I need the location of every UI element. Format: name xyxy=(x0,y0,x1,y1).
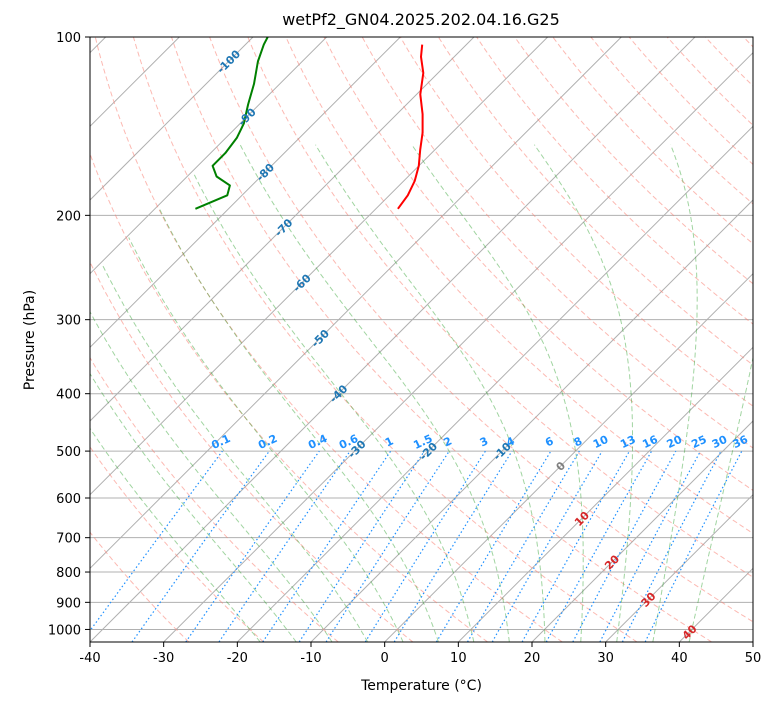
dry-adiabat-line xyxy=(209,37,753,623)
isotherm-line xyxy=(90,37,328,275)
temperature-profile xyxy=(397,44,425,210)
y-tick-label: 200 xyxy=(56,209,81,224)
dry-adiabat-line xyxy=(323,37,753,491)
moist-adiabat-line xyxy=(128,237,404,642)
dry-adiabat-line xyxy=(285,37,753,535)
mixing-ratio-line xyxy=(644,450,743,642)
mixing-ratio-line xyxy=(218,450,351,642)
mixing-ratio-line xyxy=(572,450,677,642)
moist-adiabat-line xyxy=(239,144,510,642)
profile-lines xyxy=(195,37,425,210)
x-tick-label: 0 xyxy=(381,651,389,666)
x-tick-label: -40 xyxy=(79,651,100,666)
x-tick-label: 30 xyxy=(597,651,614,666)
x-tick-label: -10 xyxy=(300,651,321,666)
chart-title: wetPf2_GN04.2025.202.04.16.G25 xyxy=(282,10,560,29)
dewpoint-profile xyxy=(195,37,269,210)
mixing-ratio-line xyxy=(325,450,450,642)
mixing-ratio-line xyxy=(545,450,653,642)
mixing-ratio-label: 13 xyxy=(618,433,637,451)
dry-adiabat-line xyxy=(247,37,753,578)
moist-adiabat-line xyxy=(90,310,333,642)
y-axis: 100 200 300 400 500 600 700 800 900 1000 xyxy=(48,31,90,638)
moist-adiabat-line xyxy=(652,144,698,642)
mixing-ratio-label: 10 xyxy=(591,433,611,451)
isotherm-line xyxy=(236,125,753,642)
y-tick-label: 500 xyxy=(56,445,81,460)
mixing-ratio-label: 20 xyxy=(665,433,685,451)
mixing-ratio-label: 30 xyxy=(710,433,730,451)
isotherm-line xyxy=(605,493,753,642)
x-tick-label: -20 xyxy=(227,651,248,666)
mixing-ratio-label: 36 xyxy=(731,433,751,451)
y-tick-label: 300 xyxy=(56,314,81,329)
isotherm-line xyxy=(90,37,475,422)
x-tick-label: 20 xyxy=(524,651,541,666)
mixing-ratio-line xyxy=(393,450,513,642)
moist-adiabat-line xyxy=(90,427,261,642)
moist-adiabat-line xyxy=(688,355,753,642)
y-tick-label: 800 xyxy=(56,566,81,581)
isotherm-line xyxy=(384,272,753,642)
isotherm-line xyxy=(90,37,622,570)
x-axis: -40 -30 -20 -10 0 10 20 30 40 50 xyxy=(79,642,761,666)
mixing-ratio-line xyxy=(262,450,392,642)
mixing-ratio-labels: 0.1 0.2 0.4 0.6 1 1.5 2 3 4 6 8 10 13 16 20 25 30 36 xyxy=(209,432,750,452)
isotherm-line xyxy=(457,346,753,642)
y-tick-label: 600 xyxy=(56,492,81,507)
x-tick-label: 10 xyxy=(450,651,467,666)
isotherm-line xyxy=(90,37,696,642)
plot-background xyxy=(90,37,753,642)
x-tick-label: -30 xyxy=(153,651,174,666)
y-tick-label: 100 xyxy=(56,31,81,46)
moist-adiabat-line xyxy=(533,144,634,642)
y-axis-label: Pressure (hPa) xyxy=(22,289,38,391)
mixing-ratio-line xyxy=(185,450,320,642)
dry-adiabat-line xyxy=(171,37,712,642)
mixing-ratio-line xyxy=(298,450,425,642)
isotherm-line xyxy=(163,51,753,642)
isotherm-line xyxy=(90,37,254,201)
dry-adiabat-line xyxy=(90,152,488,642)
dry-adiabat-line xyxy=(90,260,414,642)
dry-adiabat-line xyxy=(514,37,753,285)
mixing-ratio-line xyxy=(131,450,270,642)
y-tick-label: 700 xyxy=(56,532,81,547)
moist-adiabat-line xyxy=(158,207,439,642)
isotherm-line xyxy=(90,37,401,349)
moist-adiabat-line xyxy=(90,372,297,642)
plot-frame xyxy=(89,36,754,643)
y-tick-label: 400 xyxy=(56,388,81,403)
dry-adiabat-line xyxy=(90,356,339,642)
mixing-ratio-label: 16 xyxy=(640,433,660,451)
dry-adiabat-line xyxy=(437,37,753,366)
x-axis-label: Temperature (°C) xyxy=(361,678,482,694)
isotherm-line xyxy=(90,37,549,496)
isotherm-line xyxy=(752,641,753,642)
mixing-ratio-label: 25 xyxy=(689,433,708,451)
isotherm-line xyxy=(531,420,753,642)
dry-adiabat-line xyxy=(90,531,190,642)
mixing-ratio-line xyxy=(90,450,223,632)
y-tick-label: 1000 xyxy=(48,623,81,638)
dry-adiabat-line xyxy=(90,446,264,642)
x-tick-label: 40 xyxy=(671,651,688,666)
y-tick-label: 900 xyxy=(56,596,81,611)
mixing-ratio-line xyxy=(521,450,631,642)
x-tick-label: 50 xyxy=(745,651,762,666)
dry-adiabat-line xyxy=(399,37,753,407)
dry-adiabat-line xyxy=(132,37,638,642)
dry-adiabat-line xyxy=(361,37,753,449)
moist-adiabat-line xyxy=(101,264,369,642)
moist-adiabat-line xyxy=(315,144,546,642)
moist-adiabat-line xyxy=(411,144,584,642)
dry-adiabat-line xyxy=(94,37,563,642)
background-lines xyxy=(90,37,753,642)
moist-adiabat-line xyxy=(193,173,475,642)
